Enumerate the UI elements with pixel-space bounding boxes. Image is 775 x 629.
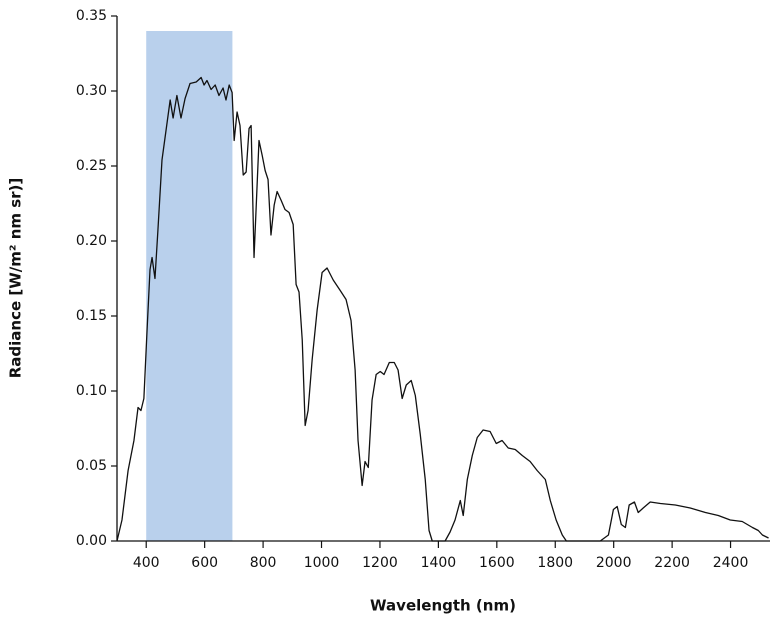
x-axis-title: Wavelength (nm) (370, 597, 516, 615)
x-tick-label: 600 (191, 555, 218, 571)
y-tick-label: 0.20 (76, 233, 107, 249)
highlight-band (146, 31, 233, 541)
y-tick-label: 0.10 (76, 383, 107, 399)
x-tick-label: 1400 (421, 555, 457, 571)
y-tick-label: 0.15 (76, 308, 107, 324)
x-tick-label: 2200 (654, 555, 690, 571)
y-tick-label: 0.05 (76, 458, 107, 474)
x-tick-label: 400 (133, 555, 160, 571)
y-axis-title: Radiance [W/m² nm sr)] (7, 178, 25, 379)
x-tick-label: 1800 (537, 555, 573, 571)
y-tick-label: 0.30 (76, 83, 107, 99)
y-tick-label: 0.35 (76, 8, 107, 24)
x-tick-label: 1200 (362, 555, 398, 571)
x-tick-label: 1000 (304, 555, 340, 571)
y-tick-label: 0.00 (76, 533, 107, 549)
x-tick-label: 800 (250, 555, 277, 571)
x-tick-label: 1600 (479, 555, 515, 571)
x-tick-label: 2400 (713, 555, 749, 571)
y-tick-label: 0.25 (76, 158, 107, 174)
radiance-line (116, 76, 769, 542)
x-tick-label: 2000 (596, 555, 632, 571)
